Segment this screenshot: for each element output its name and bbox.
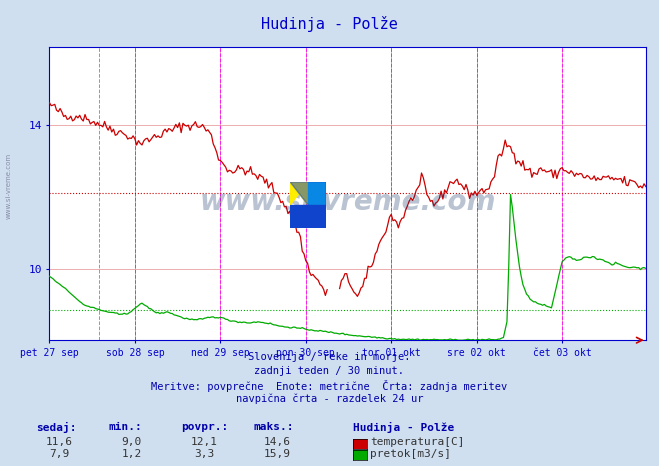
Text: povpr.:: povpr.: <box>181 422 229 432</box>
Text: Hudinja - Polže: Hudinja - Polže <box>261 16 398 32</box>
Polygon shape <box>308 182 326 205</box>
Text: www.si-vreme.com: www.si-vreme.com <box>5 153 12 219</box>
Text: zadnji teden / 30 minut.: zadnji teden / 30 minut. <box>254 366 405 376</box>
Text: 11,6: 11,6 <box>46 437 72 447</box>
Polygon shape <box>290 182 326 228</box>
Polygon shape <box>308 205 326 228</box>
Text: 9,0: 9,0 <box>122 437 142 447</box>
Text: temperatura[C]: temperatura[C] <box>370 437 465 447</box>
Text: sedaj:: sedaj: <box>36 422 76 433</box>
Text: 1,2: 1,2 <box>122 449 142 459</box>
Text: 14,6: 14,6 <box>264 437 290 447</box>
Text: Hudinja - Polže: Hudinja - Polže <box>353 422 454 433</box>
Text: min.:: min.: <box>109 422 142 432</box>
Text: pretok[m3/s]: pretok[m3/s] <box>370 449 451 459</box>
Text: 3,3: 3,3 <box>194 449 214 459</box>
Polygon shape <box>290 182 308 205</box>
Text: www.si-vreme.com: www.si-vreme.com <box>200 188 496 216</box>
Text: maks.:: maks.: <box>254 422 294 432</box>
Text: 15,9: 15,9 <box>264 449 290 459</box>
Polygon shape <box>290 182 308 205</box>
Text: navpična črta - razdelek 24 ur: navpična črta - razdelek 24 ur <box>236 394 423 404</box>
Text: Meritve: povprečne  Enote: metrične  Črta: zadnja meritev: Meritve: povprečne Enote: metrične Črta:… <box>152 380 507 392</box>
Text: 7,9: 7,9 <box>49 449 69 459</box>
Polygon shape <box>290 205 308 228</box>
Text: Slovenija / reke in morje.: Slovenija / reke in morje. <box>248 352 411 362</box>
Text: 12,1: 12,1 <box>191 437 217 447</box>
